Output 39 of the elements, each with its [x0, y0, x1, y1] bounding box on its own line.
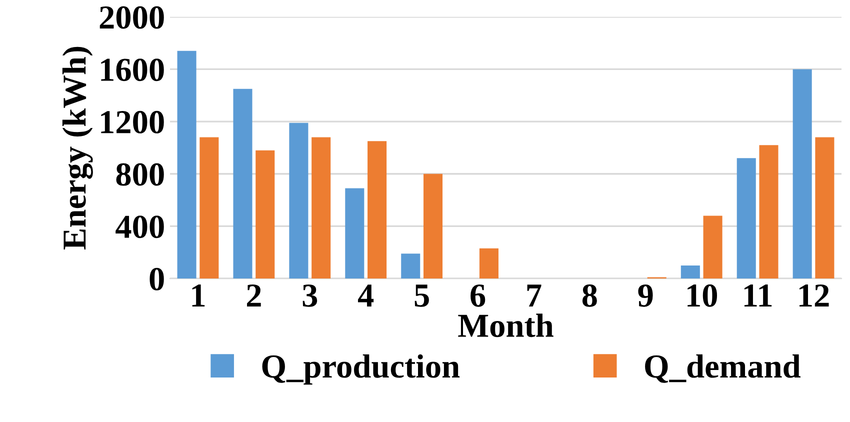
bar — [345, 188, 364, 279]
x-tick-label: 8 — [582, 284, 597, 307]
bar — [479, 248, 498, 279]
x-tick-label: 3 — [302, 284, 318, 307]
bar — [759, 145, 778, 279]
legend-label: Q_production — [262, 354, 460, 385]
bar — [256, 150, 275, 279]
y-tick-label: 1200 — [101, 110, 164, 134]
bar — [703, 216, 722, 279]
y-tick-label: 2000 — [100, 6, 164, 29]
y-tick-label: 800 — [116, 163, 164, 186]
x-tick-label: 1 — [192, 284, 205, 307]
y-tick-label: 0 — [150, 268, 164, 290]
bar — [736, 158, 756, 279]
x-tick-label: 4 — [358, 284, 374, 307]
bar — [815, 137, 834, 279]
x-tick-label: 12 — [800, 284, 829, 307]
y-tick-label: 1600 — [101, 58, 164, 82]
x-tick-label: 9 — [638, 284, 653, 307]
x-tick-label: 11 — [744, 284, 772, 307]
legend-label: Q_demand — [645, 354, 800, 383]
bar — [401, 254, 420, 279]
x-tick-label: 5 — [414, 284, 429, 307]
x-tick-label: 7 — [527, 284, 542, 307]
y-axis-title: Energy (kWh) — [62, 46, 93, 250]
x-tick-label: 6 — [470, 284, 486, 307]
x-axis-title: Month — [458, 314, 554, 338]
bar — [312, 137, 331, 279]
bar — [368, 141, 387, 279]
y-tick-label: 400 — [116, 216, 164, 238]
bar — [423, 174, 443, 279]
bar — [233, 88, 252, 279]
bar — [792, 69, 812, 279]
x-tick-label: 10 — [688, 284, 717, 307]
x-tick-label: 2 — [247, 284, 261, 307]
bar — [177, 50, 196, 279]
bar — [680, 265, 700, 279]
bar — [289, 122, 308, 279]
bar — [200, 137, 219, 279]
